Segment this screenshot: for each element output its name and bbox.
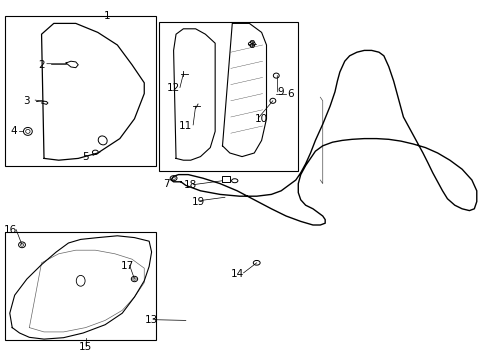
Text: 15: 15 (79, 342, 92, 352)
Bar (159, 22, 298, 171)
Bar (5, 16, 156, 166)
Text: 16: 16 (4, 225, 18, 235)
Text: 9: 9 (277, 87, 284, 97)
Text: 2: 2 (38, 60, 45, 70)
Text: 8: 8 (248, 40, 255, 50)
Text: 4: 4 (10, 126, 17, 136)
Text: 12: 12 (166, 83, 180, 93)
Text: 10: 10 (255, 114, 267, 124)
Text: 1: 1 (104, 11, 111, 21)
Bar (5, 232, 156, 340)
Text: 18: 18 (183, 180, 197, 190)
Text: 14: 14 (230, 269, 244, 279)
Text: 6: 6 (287, 89, 294, 99)
Text: 11: 11 (179, 121, 192, 131)
Text: 5: 5 (82, 152, 89, 162)
Text: 19: 19 (191, 197, 204, 207)
Text: 3: 3 (23, 96, 30, 106)
Text: 17: 17 (120, 261, 134, 271)
Text: 7: 7 (163, 179, 169, 189)
Text: 13: 13 (144, 315, 158, 325)
